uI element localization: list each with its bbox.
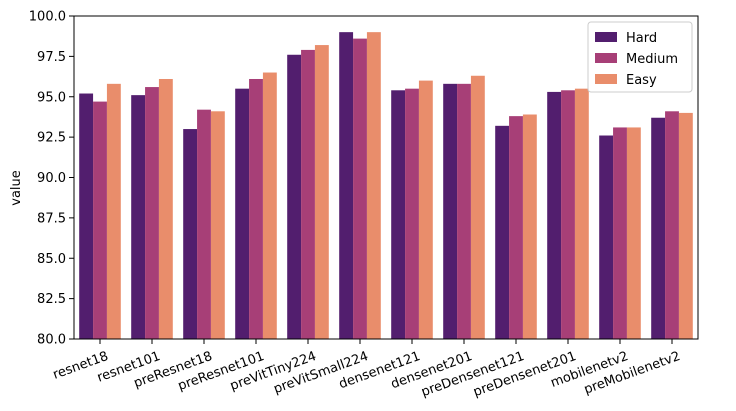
bar-easy-densenet201 [470,75,485,339]
bar-medium-preDensenet201 [561,90,575,339]
y-tick-label: 82.5 [37,292,66,307]
bar-medium-preVitSmall224 [353,38,367,340]
bar-easy-preDensenet201 [574,88,589,339]
bar-easy-resnet101 [158,78,173,340]
legend-swatch-hard [595,32,617,42]
plot-frame [73,15,699,340]
y-tick-label: 87.5 [37,211,66,226]
y-axis: 80.0 82.5 85.0 87.5 90.0 92.5 95.0 97.5 100.0 [29,10,74,348]
y-axis-title: value [9,170,24,206]
bar-medium-densenet121 [405,88,419,339]
y-tick-label: 92.5 [37,131,66,146]
bar-medium-preMobilenetv2 [665,111,679,339]
bar-medium-preResnet18 [197,109,211,339]
bar-medium-mobilenetv2 [613,127,627,339]
bar-hard-preResnet101 [235,88,250,339]
bar-easy-preMobilenetv2 [678,112,693,340]
bar-hard-densenet121 [391,90,406,339]
bar-hard-preDensenet121 [495,125,510,339]
bar-medium-preDensenet121 [509,116,523,339]
bar-hard-preDensenet201 [547,91,562,339]
bar-easy-preVitTiny224 [314,45,329,339]
y-tick-label: 85.0 [37,252,66,267]
bar-easy-preVitSmall224 [366,32,381,340]
bar-hard-densenet201 [443,83,458,339]
legend-label-easy: Easy [626,73,657,88]
bar-medium-resnet101 [145,87,159,339]
y-tick-label: 95.0 [37,90,66,105]
bars-group [79,32,693,340]
bar-hard-resnet18 [79,93,94,340]
y-tick-label: 100.0 [29,10,66,25]
bar-medium-resnet18 [93,101,107,339]
bar-hard-preVitTiny224 [287,54,302,339]
bar-easy-densenet121 [418,80,433,339]
y-tick-label: 80.0 [37,333,66,348]
bar-easy-preResnet101 [262,72,277,339]
legend: Hard Medium Easy [587,21,693,93]
y-tick-label: 97.5 [37,50,66,65]
legend-swatch-medium [595,53,617,63]
x-axis: resnet18resnet101preResnet18preResnet101… [51,339,682,400]
bar-hard-resnet101 [131,95,146,339]
legend-label-hard: Hard [626,31,657,46]
bar-hard-mobilenetv2 [599,135,614,339]
bar-easy-resnet18 [106,83,121,339]
bar-easy-mobilenetv2 [626,127,641,339]
bar-hard-preMobilenetv2 [651,117,666,340]
bar-hard-preResnet18 [183,129,198,339]
legend-label-medium: Medium [626,52,678,67]
bar-easy-preResnet18 [210,111,225,339]
bar-hard-preVitSmall224 [339,32,354,340]
bar-medium-preResnet101 [249,78,263,340]
bar-medium-preVitTiny224 [301,49,315,339]
legend-swatch-easy [595,74,617,84]
y-tick-label: 90.0 [37,171,66,186]
bar-medium-densenet201 [457,83,471,339]
bar-easy-preDensenet121 [522,114,537,339]
